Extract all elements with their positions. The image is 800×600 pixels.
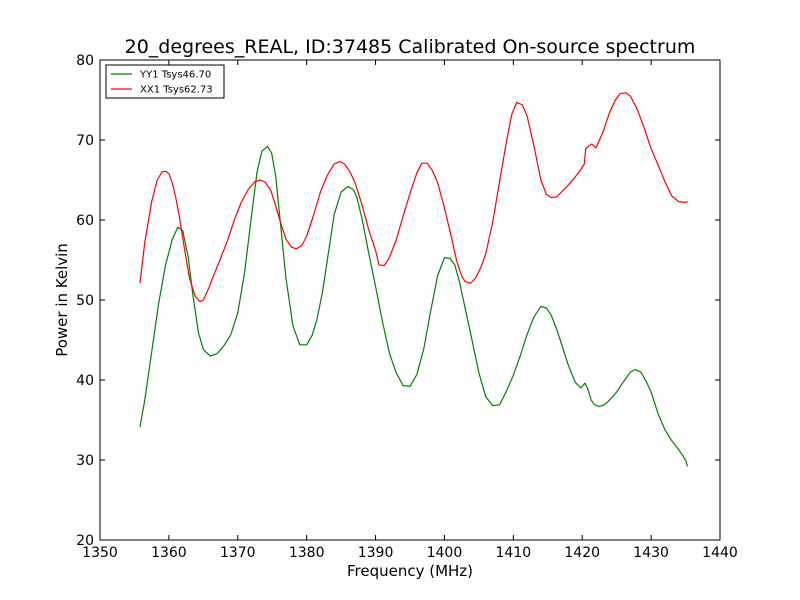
x-tick-label: 1400 bbox=[427, 545, 463, 561]
x-tick-label: 1410 bbox=[496, 545, 532, 561]
legend-label-yy1: YY1 Tsys46.70 bbox=[139, 70, 211, 81]
x-tick-label: 1440 bbox=[702, 545, 738, 561]
y-tick-label: 40 bbox=[76, 373, 94, 389]
y-tick-label: 50 bbox=[76, 293, 94, 309]
legend-label-xx1: XX1 Tsys62.73 bbox=[140, 85, 213, 96]
legend-box bbox=[105, 64, 225, 99]
y-axis-label: Power in Kelvin bbox=[53, 243, 71, 357]
series-group bbox=[139, 92, 689, 467]
x-tick-label: 1420 bbox=[564, 545, 600, 561]
y-tick-label: 80 bbox=[76, 53, 94, 69]
y-tick-label: 70 bbox=[76, 133, 94, 149]
x-tick-label: 1370 bbox=[220, 545, 256, 561]
series-line-xx1 bbox=[139, 92, 688, 303]
y-axis: 20 30 40 50 60 70 80 bbox=[76, 53, 720, 549]
x-tick-label: 1380 bbox=[289, 545, 325, 561]
legend: YY1 Tsys46.70 XX1 Tsys62.73 bbox=[105, 64, 225, 99]
x-axis-label: Frequency (MHz) bbox=[347, 562, 473, 580]
x-tick-label: 1430 bbox=[633, 545, 669, 561]
chart-title: 20_degrees_REAL, ID:37485 Calibrated On-… bbox=[125, 36, 696, 58]
y-tick-label: 60 bbox=[76, 213, 94, 229]
x-tick-label: 1350 bbox=[82, 545, 118, 561]
y-tick-label: 20 bbox=[76, 533, 94, 549]
x-tick-label: 1390 bbox=[358, 545, 394, 561]
x-axis: 1350 1360 1370 1380 1390 1400 1410 1420 1430 1440 bbox=[82, 60, 738, 561]
x-tick-label: 1360 bbox=[151, 545, 187, 561]
series-line-yy1 bbox=[139, 145, 689, 467]
y-tick-label: 30 bbox=[76, 453, 94, 469]
